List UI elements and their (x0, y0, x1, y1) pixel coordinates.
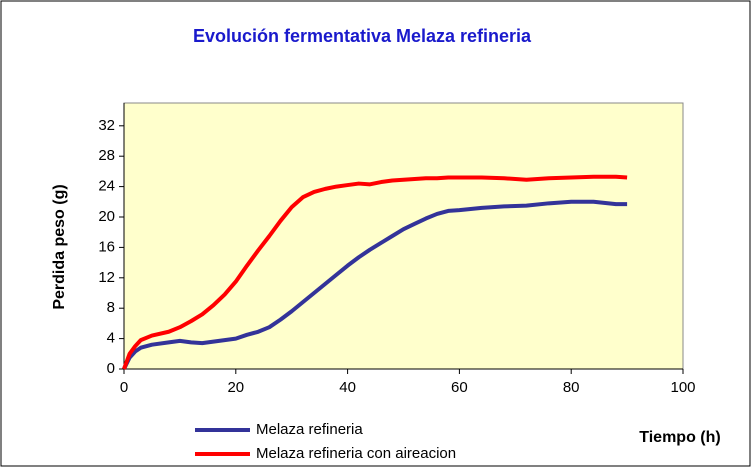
series-line (122, 174, 628, 370)
y-tick-label: 0 (107, 360, 115, 377)
plot-area (123, 102, 684, 370)
legend-label: Melaza refineria con aireacion (256, 445, 456, 462)
chart-title: Evolución fermentativa Melaza refineria (193, 26, 532, 46)
x-axis-label: Tiempo (h) (639, 429, 720, 446)
y-tick-label: 24 (98, 178, 115, 195)
x-tick-label: 0 (120, 379, 128, 396)
legend-label: Melaza refineria (256, 421, 363, 438)
y-tick-label: 12 (98, 269, 115, 286)
y-tick-label: 16 (98, 238, 115, 255)
x-tick-label: 60 (451, 379, 468, 396)
y-axis-label: Perdida peso (g) (51, 184, 68, 309)
y-tick-label: 4 (107, 330, 115, 347)
y-tick-label: 8 (107, 299, 115, 316)
x-tick-label: 100 (670, 379, 695, 396)
series-line (122, 199, 628, 370)
y-tick-label: 32 (98, 117, 115, 134)
y-tick-label: 28 (98, 147, 115, 164)
y-tick-label: 20 (98, 208, 115, 225)
x-tick-label: 40 (339, 379, 356, 396)
x-tick-label: 80 (563, 379, 580, 396)
x-tick-label: 20 (227, 379, 244, 396)
